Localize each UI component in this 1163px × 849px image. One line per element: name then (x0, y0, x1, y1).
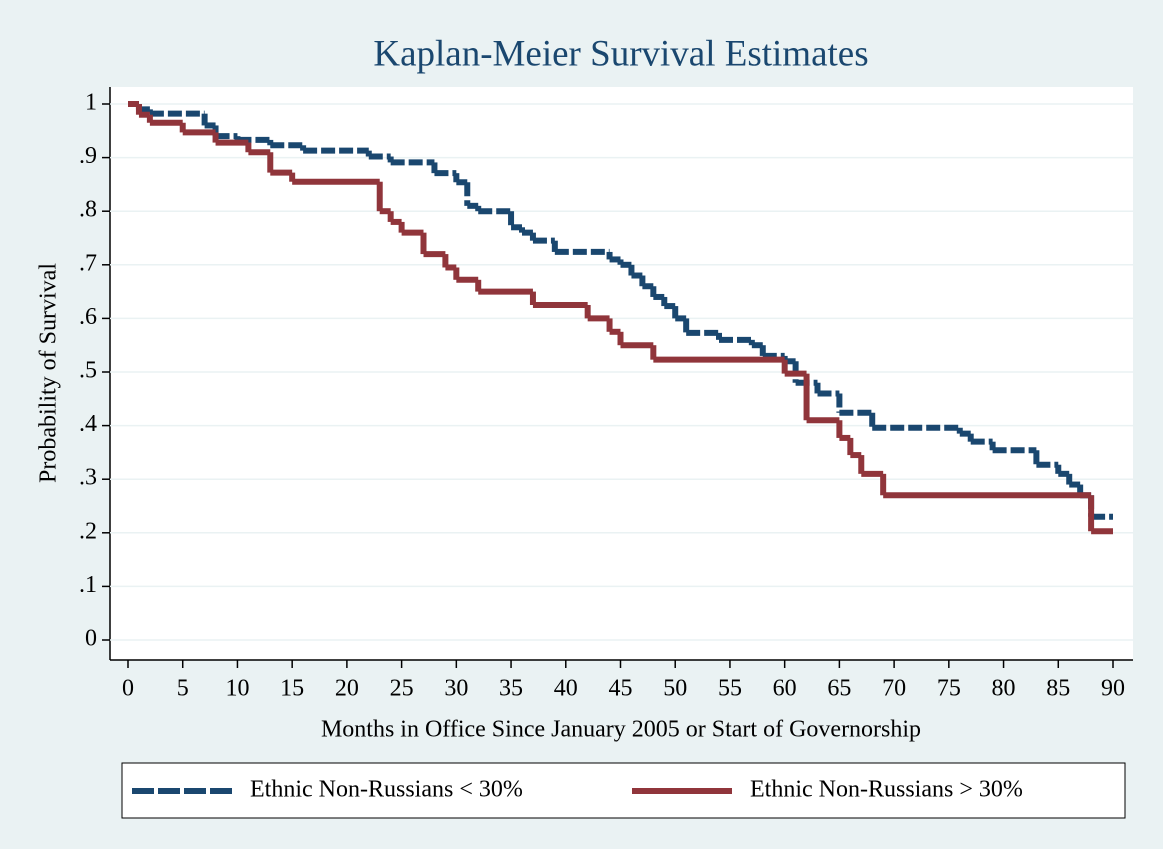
x-tick-label: 55 (718, 676, 742, 702)
chart-title: Kaplan-Meier Survival Estimates (373, 33, 868, 74)
x-tick-label: 80 (992, 676, 1016, 702)
x-tick-label: 10 (225, 676, 249, 702)
x-tick-label: 85 (1046, 676, 1070, 702)
y-tick-label: 1 (85, 90, 97, 116)
x-tick-label: 90 (1101, 676, 1125, 702)
x-tick-label: 75 (937, 676, 961, 702)
y-tick-label: .1 (79, 572, 97, 598)
x-axis-label: Months in Office Since January 2005 or S… (321, 717, 921, 743)
y-axis-label: Probability of Survival (36, 263, 62, 483)
plot-area (110, 87, 1133, 660)
y-tick-label: .7 (79, 250, 97, 276)
x-tick-label: 45 (609, 676, 633, 702)
y-tick-label: .6 (79, 304, 97, 330)
x-tick-label: 35 (499, 676, 523, 702)
y-tick-label: .9 (79, 143, 97, 169)
x-tick-label: 60 (773, 676, 797, 702)
x-tick-label: 65 (827, 676, 851, 702)
x-tick-label: 50 (663, 676, 687, 702)
x-tick-label: 40 (554, 676, 578, 702)
x-tick-label: 15 (280, 676, 304, 702)
x-tick-label: 20 (335, 676, 359, 702)
x-tick-label: 5 (177, 676, 189, 702)
y-tick-label: .3 (79, 465, 97, 491)
legend-box (121, 762, 1126, 819)
legend-label: Ethnic Non-Russians < 30% (250, 777, 523, 803)
legend-label: Ethnic Non-Russians > 30% (750, 777, 1023, 803)
x-tick-label: 30 (444, 676, 468, 702)
y-tick-label: .5 (79, 358, 97, 384)
x-tick-label: 25 (390, 676, 414, 702)
y-tick-label: .4 (79, 411, 97, 437)
y-tick-label: .2 (79, 518, 97, 544)
x-tick-label: 70 (882, 676, 906, 702)
y-tick-label: .8 (79, 197, 97, 223)
x-tick-label: 0 (122, 676, 134, 702)
y-tick-label: 0 (85, 626, 97, 652)
